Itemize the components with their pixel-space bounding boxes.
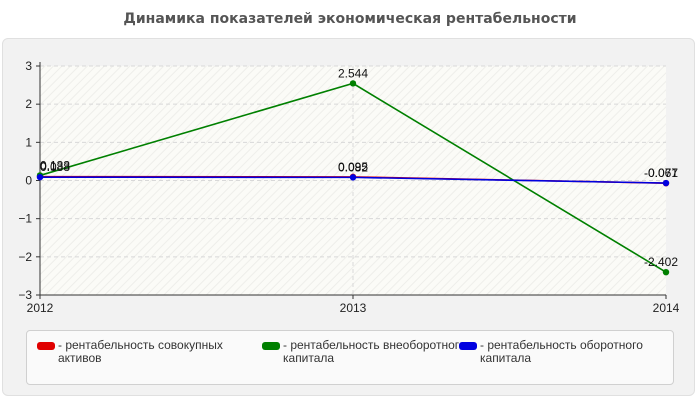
data-point-fixed-capital — [662, 268, 670, 276]
x-tick-label: 2013 — [340, 301, 367, 315]
legend: - рентабельность совокупных активов - ре… — [26, 330, 674, 385]
data-label-working-capital: 0.088 — [40, 160, 70, 174]
data-label-working-capital: 0.082 — [338, 160, 368, 174]
y-tick-label: −3 — [18, 288, 32, 302]
y-tick-label: 1 — [25, 135, 32, 149]
legend-item-total-assets: - рентабельность совокупных активов — [37, 339, 243, 365]
y-tick-label: −2 — [18, 250, 32, 264]
y-tick-label: −1 — [18, 212, 32, 226]
y-tick-label: 3 — [25, 59, 32, 73]
data-label-fixed-capital: -2.402 — [644, 255, 678, 269]
legend-swatch-green — [262, 342, 280, 350]
legend-label: - рентабельность внеоборотного капитала — [283, 338, 466, 365]
data-point-fixed-capital — [349, 80, 357, 87]
legend-item-fixed-capital: - рентабельность внеоборотного капитала — [262, 339, 468, 365]
data-point-working-capital — [36, 173, 44, 181]
data-label-fixed-capital: 0.133 — [40, 158, 70, 172]
x-tick-label: 2014 — [653, 301, 680, 315]
legend-label: - рентабельность оборотного капитала — [480, 338, 643, 365]
data-labels: 0.1 0.095 -0.071 0.133 2.544 -2.402 0.088 0.082… — [40, 66, 678, 269]
y-tick-label: 0 — [25, 174, 32, 188]
data-label-fixed-capital: 2.544 — [338, 66, 368, 80]
data-label-total-assets: 0.1 — [40, 160, 57, 174]
data-point-working-capital — [662, 179, 670, 187]
y-tick-label: 2 — [25, 97, 32, 111]
data-point-working-capital — [349, 174, 357, 181]
data-label-total-assets: -0.071 — [644, 166, 678, 180]
chart-title: Динамика показателей экономическая рента… — [123, 11, 577, 27]
x-tick-label: 2012 — [27, 301, 54, 315]
legend-swatch-red — [37, 342, 55, 350]
legend-swatch-blue — [459, 342, 477, 350]
series-layer — [36, 80, 670, 276]
data-label-working-capital: -0.067 — [644, 166, 678, 180]
legend-label: - рентабельность совокупных активов — [58, 338, 223, 365]
legend-item-working-capital: - рентабельность оборотного капитала — [459, 339, 665, 365]
data-label-total-assets: 0.095 — [338, 160, 368, 174]
